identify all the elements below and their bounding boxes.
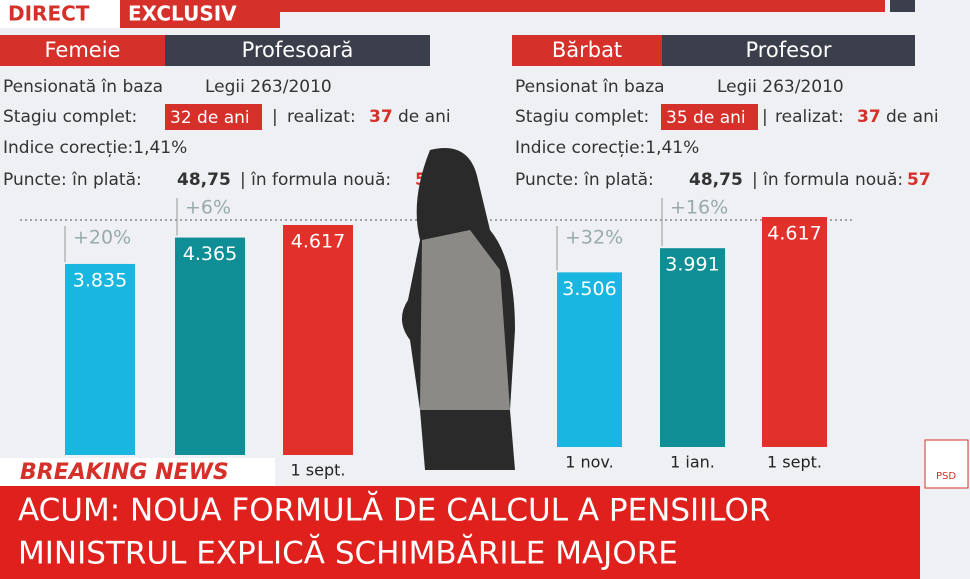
separator: | [272,107,278,127]
puncte-label: Puncte: în plată: [3,170,142,190]
puncte-value: 48,75 [177,170,231,190]
realizat-value: 37 [857,107,881,127]
realizat-unit: de ani [886,107,939,127]
category-label: 1 nov. [565,453,614,472]
formula-value: 57 [907,170,931,190]
realizat-unit: de ani [398,107,451,127]
direct-box [0,0,120,28]
basis: Pensionat în baza [515,77,665,97]
bar [557,272,622,447]
direct: DIRECT [8,2,90,26]
category-label: 1 sept. [767,453,822,472]
stagiu-box [661,104,758,130]
realizat-label: realizat: [287,107,356,127]
stagiu-value: 35 de ani [666,108,746,128]
bar [65,263,135,455]
formula-label: | în formula nouă: [752,170,903,190]
role-box [165,35,430,66]
breaking-label: BREAKING NEWS [20,460,229,485]
puncte-label: Puncte: în plată: [515,170,654,190]
increase-label: +6% [185,197,231,219]
value-label: 4.617 [291,231,345,253]
bar [660,248,725,447]
value-label: 3.506 [562,278,616,300]
increase-label: +20% [73,227,131,249]
stagiu-label: Stagiu complet: [3,107,137,127]
stagiu-box [165,104,262,130]
exclusiv: EXCLUSIV [128,2,237,26]
puncte-value: 48,75 [689,170,743,190]
law: Legii 263/2010 [205,77,332,97]
increase-label: +16% [670,197,728,219]
exclusiv-box [120,0,280,28]
presenter-jacket [420,230,510,410]
top-strip [890,0,915,12]
gender-box [0,35,165,66]
realizat-label: realizat: [775,107,844,127]
gender: Bărbat [552,38,622,62]
stagiu-value: 32 de ani [170,108,250,128]
value-label: 4.617 [767,223,821,245]
indice: Indice corecție:1,41% [515,138,699,158]
realizat-value: 37 [369,107,393,127]
logo-box [924,439,969,489]
bar [175,237,245,455]
role-box [662,35,915,66]
role: Profesor [745,38,831,62]
law: Legii 263/2010 [717,77,844,97]
breaking-box [0,458,275,486]
panels: Femeie Profesoară Pensionată în baza Legii … [0,35,939,190]
gender-box [512,35,662,66]
category-label: 1 sept. [291,461,346,480]
basis: Pensionată în baza [3,77,163,97]
bar [283,225,353,455]
stagiu-label: Stagiu complet: [515,107,649,127]
headline: ACUM: NOUA FORMULĂ DE CALCUL A PENSIILOR [18,492,770,529]
value-label: 4.365 [183,243,237,265]
gender: Femeie [45,38,121,62]
role: Profesoară [242,38,354,62]
headline-box [0,486,920,579]
value-label: 3.835 [73,269,127,291]
category-label: 1 ian. [670,453,715,472]
top-strip [280,0,885,12]
headline: MINISTRUL EXPLICĂ SCHIMBĂRILE MAJORE [18,535,678,572]
charts: 3.835 +20% 4.365 +6% 4.617 1 sept. 3.506 1 nov.… [64,197,827,480]
formula-label: | în formula nouă: [240,170,391,190]
indice: Indice corecție:1,41% [3,138,187,158]
bar [762,217,827,447]
separator: | [762,107,768,127]
value-label: 3.991 [665,254,719,276]
logo: PSD [936,471,956,482]
increase-label: +32% [565,227,623,249]
